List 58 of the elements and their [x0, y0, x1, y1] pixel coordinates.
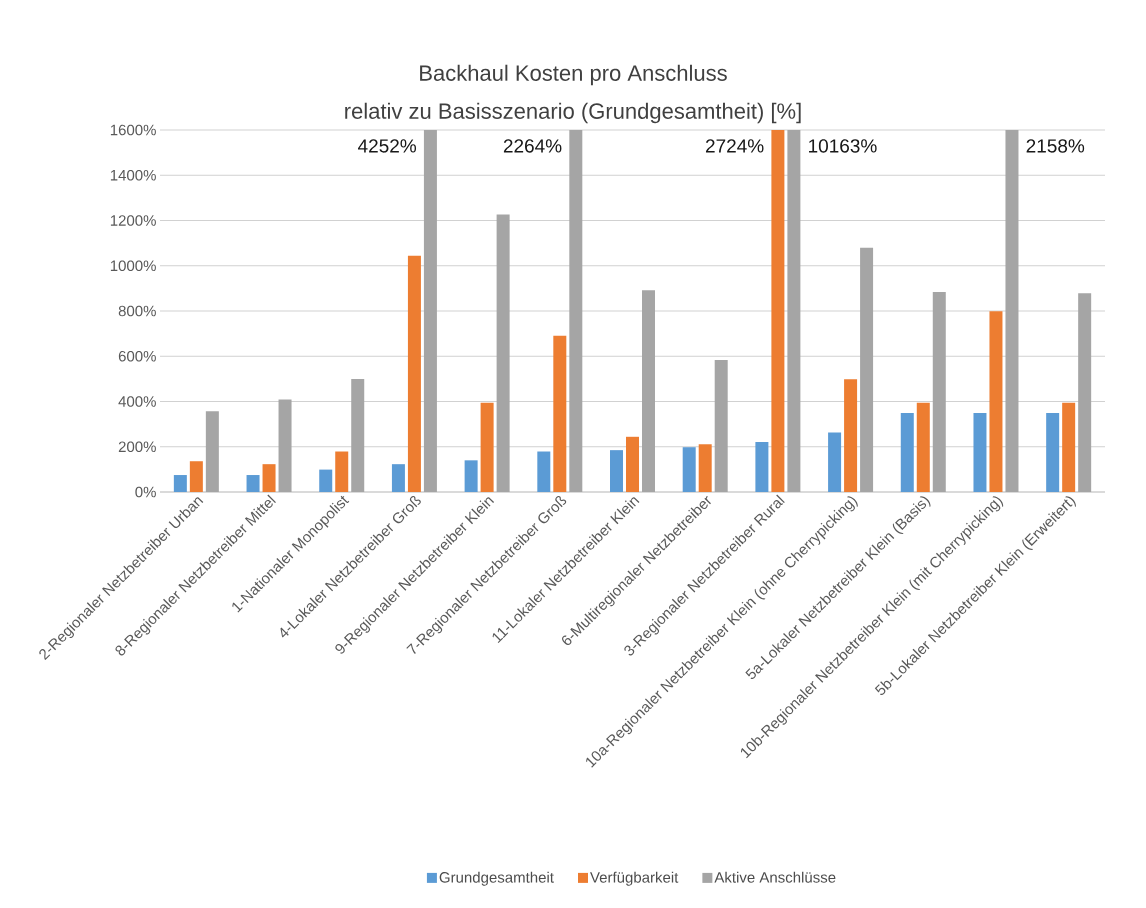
- annotation: 2264%: [503, 139, 562, 153]
- bar: [698, 444, 712, 492]
- bar: [860, 247, 874, 492]
- bar: [246, 475, 260, 492]
- y-tick-label: 600%: [118, 350, 156, 362]
- bar: [610, 450, 624, 492]
- annotation: 2158%: [1026, 139, 1085, 153]
- bar: [391, 464, 405, 492]
- bar: [787, 130, 801, 492]
- bar: [173, 475, 187, 492]
- bar: [755, 442, 769, 492]
- annotation: 4252%: [358, 139, 417, 153]
- y-tick-label: 200%: [118, 441, 156, 453]
- y-tick-label: 1200%: [110, 215, 156, 226]
- y-tick-label: 1600%: [110, 124, 156, 136]
- bar: [714, 360, 728, 492]
- bar: [973, 413, 987, 492]
- annotation: 2724%: [705, 139, 764, 153]
- bar: [916, 402, 930, 492]
- y-tick-label: 1400%: [110, 169, 156, 181]
- legend-label: Verfügbarkeit: [590, 871, 679, 886]
- bar: [407, 255, 421, 492]
- bar: [537, 451, 551, 492]
- chart-title: Backhaul Kosten pro Anschluss: [420, 64, 727, 86]
- annotation: 10163%: [809, 139, 877, 153]
- bar: [642, 290, 655, 492]
- bar: [771, 130, 785, 492]
- bar: [1005, 130, 1019, 492]
- bar: [319, 469, 333, 492]
- bar: [682, 447, 696, 492]
- bar: [844, 379, 858, 492]
- bar: [480, 402, 494, 492]
- bar: [828, 432, 842, 492]
- bar: [626, 436, 640, 492]
- bar: [553, 335, 567, 492]
- bar: [423, 130, 437, 492]
- bar: [989, 311, 1003, 492]
- bar: [496, 214, 510, 492]
- legend-label: Aktive Anschlüsse: [714, 871, 836, 883]
- y-tick-label: 400%: [118, 396, 156, 407]
- y-tick-label: 800%: [118, 305, 156, 317]
- bar: [932, 291, 946, 492]
- bar: [335, 451, 349, 492]
- bar: [1062, 402, 1076, 492]
- bar: [569, 130, 583, 492]
- bar: [189, 461, 203, 492]
- bar: [464, 460, 478, 492]
- bar: [278, 399, 292, 492]
- bar: [1078, 293, 1092, 492]
- bar: [1046, 413, 1060, 492]
- bar: [351, 379, 365, 492]
- y-tick-label: 1000%: [110, 260, 156, 272]
- bar: [205, 411, 219, 492]
- bar: [262, 464, 276, 492]
- chart-subtitle: relativ zu Basisszenario (Grundgesamtheit) [%]: [345, 102, 801, 124]
- legend-label: Grundgesamtheit: [439, 871, 554, 886]
- bar: [900, 413, 914, 492]
- y-tick-label: 0%: [135, 486, 156, 498]
